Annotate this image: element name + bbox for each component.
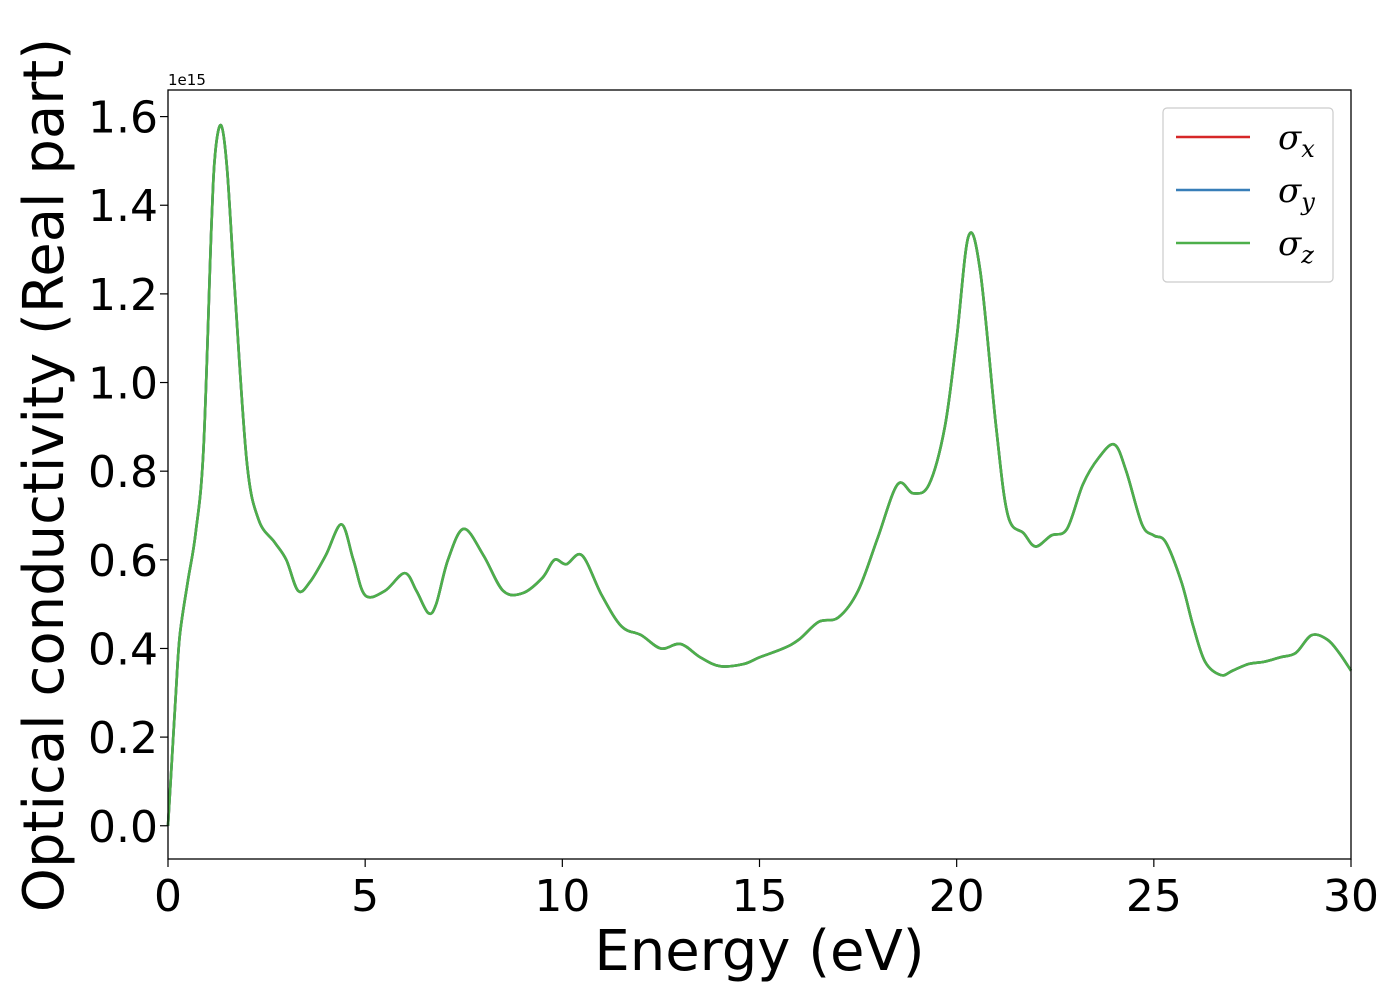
- y-tick-label: 1.0: [88, 359, 158, 410]
- x-tick-label: 15: [732, 871, 788, 922]
- plot-lines: [166, 123, 1353, 826]
- x-tick-label: 20: [929, 871, 985, 922]
- x-axis-ticks: 0 5 10 15 20 25 30: [154, 859, 1379, 922]
- legend-label-y: σy: [1278, 171, 1315, 216]
- legend-entries: σx σy σz: [1176, 118, 1315, 269]
- x-tick-label: 0: [154, 871, 182, 922]
- x-tick-label: 5: [351, 871, 379, 922]
- y-tick-label: 0.2: [88, 713, 158, 764]
- y-tick-label: 1.4: [88, 181, 158, 232]
- y-tick-label: 1.2: [88, 270, 158, 321]
- y-axis-ticks: 0.0 0.2 0.4 0.6 0.8 1.0 1.2 1.4 1.6: [88, 93, 168, 853]
- y-tick-label: 0.4: [88, 624, 158, 675]
- legend-label-z: σz: [1278, 224, 1314, 269]
- y-tick-label: 0.8: [88, 447, 158, 498]
- x-tick-label: 30: [1323, 871, 1379, 922]
- x-axis-title: Energy (eV): [594, 919, 924, 984]
- y-axis-title: Optical conductivity (Real part): [12, 38, 77, 912]
- legend-box: [1162, 107, 1334, 283]
- series-line-z: [166, 123, 1353, 826]
- legend-label-x: σx: [1278, 118, 1315, 163]
- x-tick-label: 25: [1126, 871, 1182, 922]
- y-tick-label: 0.0: [88, 802, 158, 853]
- x-tick-label: 10: [534, 871, 590, 922]
- y-exponent-label: 1e15: [168, 71, 206, 89]
- legend: σx σy σz: [1162, 107, 1334, 283]
- y-tick-label: 1.6: [88, 93, 158, 144]
- y-tick-label: 0.6: [88, 536, 158, 587]
